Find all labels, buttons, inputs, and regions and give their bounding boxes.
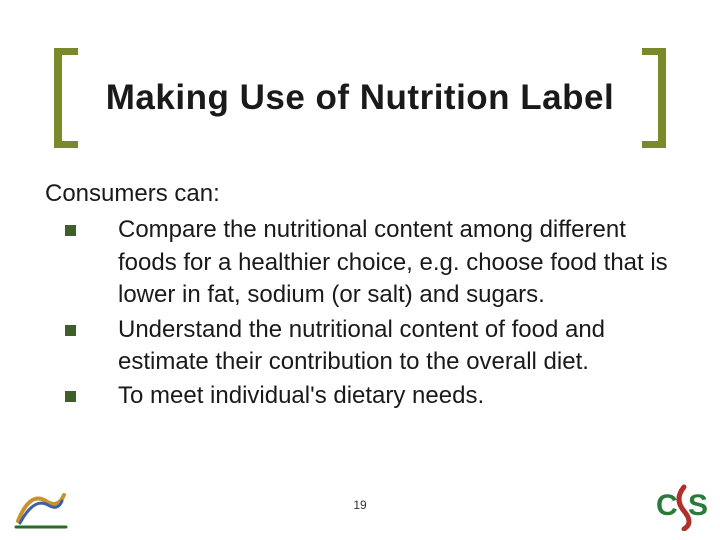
bullet-text: Understand the nutritional content of fo… — [118, 314, 675, 379]
bullet-list: Compare the nutritional content among di… — [45, 214, 675, 412]
list-item: Compare the nutritional content among di… — [45, 214, 675, 311]
bullet-icon — [65, 325, 76, 336]
list-item: Understand the nutritional content of fo… — [45, 314, 675, 379]
svg-text:S: S — [688, 489, 708, 522]
bullet-text: Compare the nutritional content among di… — [118, 214, 675, 311]
intro-text: Consumers can: — [45, 178, 675, 210]
slide-title: Making Use of Nutrition Label — [78, 78, 642, 118]
page-number: 19 — [0, 498, 720, 512]
logo-right-icon: C S — [654, 481, 710, 536]
content-area: Consumers can: Compare the nutritional c… — [45, 178, 675, 415]
bullet-text: To meet individual's dietary needs. — [118, 380, 675, 412]
title-row: Making Use of Nutrition Label — [35, 48, 685, 148]
right-bracket-icon — [642, 48, 670, 148]
bullet-icon — [65, 391, 76, 402]
left-bracket-icon — [50, 48, 78, 148]
logo-left-icon — [10, 483, 70, 536]
list-item: To meet individual's dietary needs. — [45, 380, 675, 412]
bullet-icon — [65, 225, 76, 236]
svg-text:C: C — [656, 489, 678, 522]
